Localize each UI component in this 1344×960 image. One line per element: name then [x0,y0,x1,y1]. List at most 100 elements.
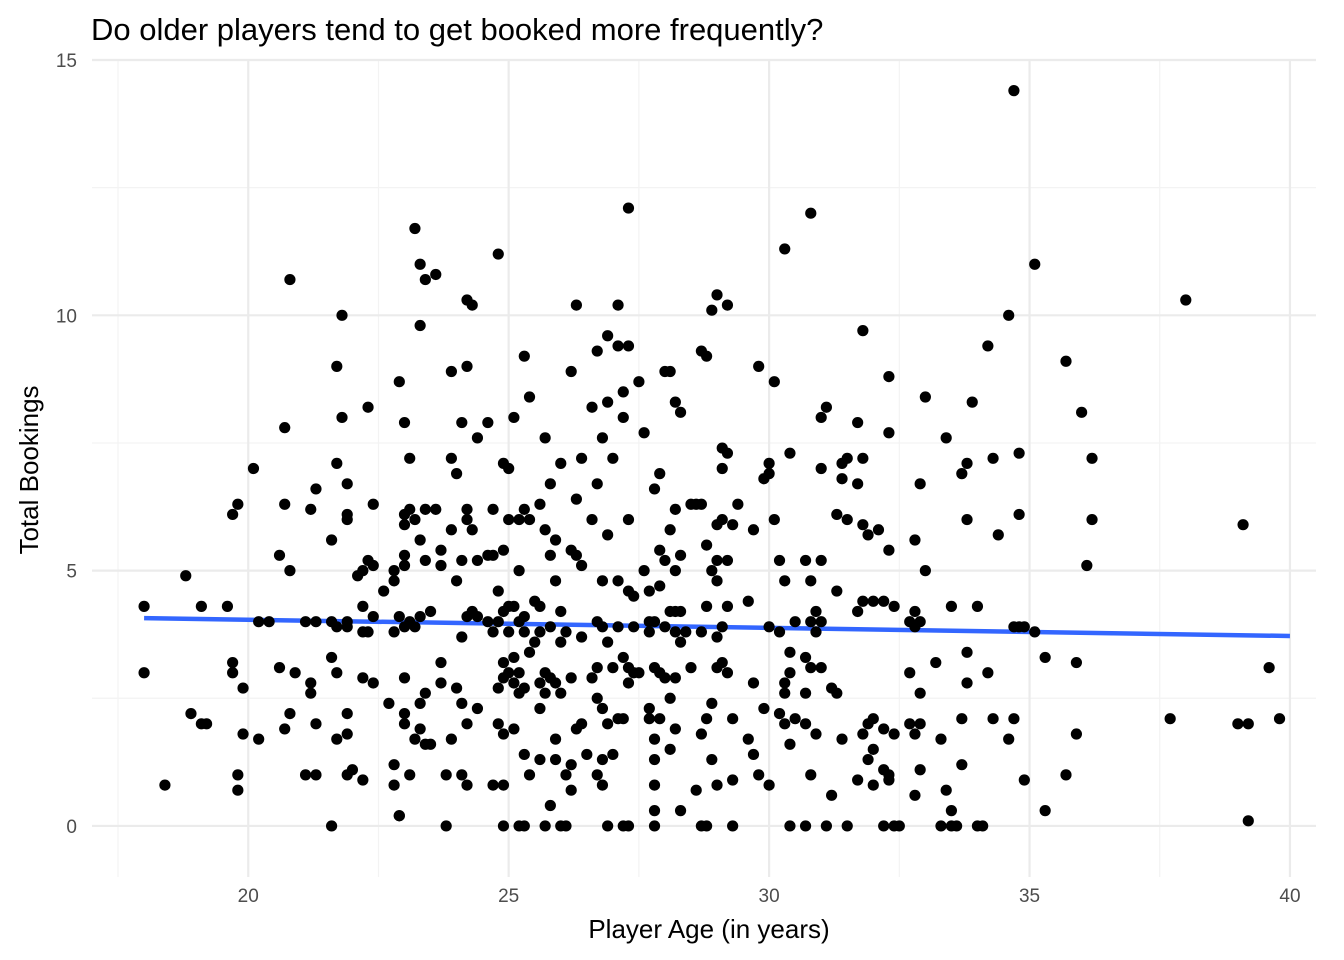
data-point [805,207,817,219]
data-point [1237,519,1249,531]
gridlines [92,58,1316,877]
data-point [414,319,426,332]
data-point [508,600,520,612]
data-point [1039,651,1051,664]
data-point [867,713,879,725]
data-point [539,820,551,832]
data-point [789,616,801,628]
data-point [555,687,567,699]
data-point [674,636,687,648]
data-point [1060,355,1072,367]
data-point [362,626,374,638]
data-point [779,718,791,730]
data-point [284,565,296,577]
data-point [1242,718,1254,730]
data-point [367,559,379,572]
data-point [773,708,786,720]
data-point [456,416,468,429]
data-point [815,554,827,567]
data-point [409,621,421,633]
data-point [279,422,291,434]
data-point [456,769,468,781]
data-point [570,549,582,561]
data-point [456,631,468,643]
data-point [586,513,598,526]
data-point [544,799,556,812]
data-point [414,610,426,623]
data-point [576,718,588,730]
data-point [221,600,234,612]
data-point [393,610,405,623]
data-point [596,575,609,587]
data-point [1242,815,1254,827]
data-point [784,646,796,658]
data-points [138,85,1286,832]
data-point [497,544,510,556]
data-point [633,667,645,679]
data-point [388,575,400,587]
data-point [820,401,833,413]
data-point [711,554,723,567]
data-point [398,549,411,561]
data-point [273,662,286,674]
data-point [664,365,676,378]
data-point [461,360,473,372]
data-point [648,753,661,766]
data-point [435,559,447,572]
data-point [857,519,869,531]
data-point [539,432,551,444]
data-point [1008,713,1020,725]
data-point [862,529,874,541]
data-point [466,299,478,311]
data-point [534,600,546,612]
data-point [440,820,452,832]
data-point [956,713,968,725]
data-point [305,503,317,515]
data-point [773,554,786,567]
data-point [398,559,411,572]
data-point [341,513,353,526]
data-point [305,677,317,689]
x-tick-label: 25 [498,886,519,907]
data-point [857,595,869,607]
data-point [544,478,556,490]
data-point [539,524,551,536]
data-point [1003,733,1015,745]
data-point [398,708,411,720]
data-point [992,529,1004,541]
data-point [325,534,338,546]
data-point [435,656,447,669]
data-point [570,493,582,505]
data-point [341,708,353,720]
data-point [878,595,890,607]
data-point [654,713,666,725]
data-point [398,718,411,730]
data-point [445,452,457,464]
data-point [404,503,416,515]
data-point [482,616,494,628]
data-point [497,820,510,832]
data-point [576,559,588,572]
data-point [909,534,921,546]
data-point [711,631,723,643]
data-point [1013,447,1025,459]
data-point [945,805,958,817]
data-point [690,784,702,796]
data-point [810,626,822,638]
data-point [523,646,536,658]
data-point [987,452,999,464]
data-point [253,616,265,628]
data-point [549,534,562,546]
data-point [565,365,577,378]
data-point [388,779,400,791]
data-point [325,651,338,664]
data-point [940,432,952,444]
data-point [648,483,661,495]
data-point [508,723,520,735]
data-point [549,733,562,745]
data-point [508,677,520,689]
data-point [513,513,525,526]
data-point [586,672,598,684]
y-axis-title: Total Bookings [14,385,44,554]
